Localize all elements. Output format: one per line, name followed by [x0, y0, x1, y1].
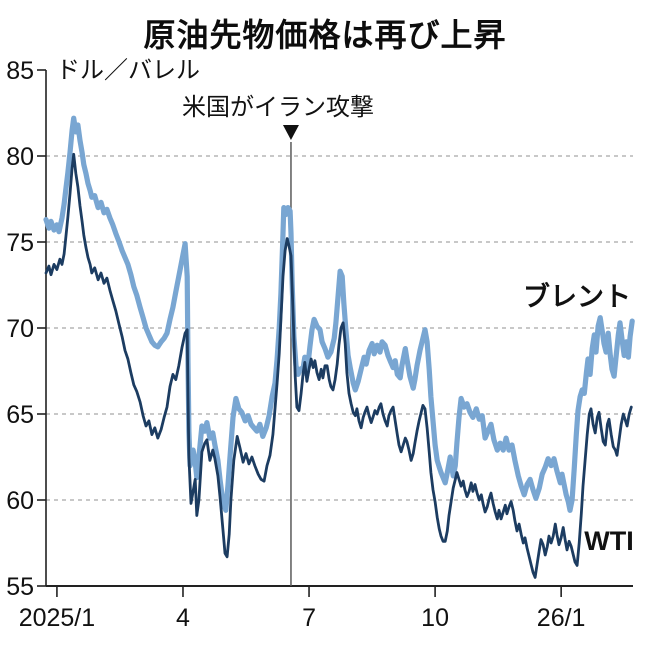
x-tick-label-10: 10	[421, 604, 449, 632]
event-triangle-marker	[282, 125, 299, 140]
y-axis-unit-label: ドル／バレル	[56, 57, 200, 84]
price-series	[43, 115, 635, 579]
axis-labels: 85 80 75 70 65 60 55 2025/1 4 7 10 26/1	[6, 57, 585, 632]
x-tick-label-26/1: 26/1	[537, 604, 586, 632]
y-tick-label-85: 85	[6, 57, 34, 85]
page-title: 原油先物価格は再び上昇	[143, 17, 507, 53]
x-tick-label-2025/1: 2025/1	[19, 604, 95, 632]
y-tick-label-70: 70	[6, 315, 34, 343]
y-tick-label-65: 65	[6, 401, 34, 429]
series-line-brent	[43, 115, 635, 513]
axes	[37, 69, 633, 597]
y-tick-label-60: 60	[6, 487, 34, 515]
x-tick-label-7: 7	[302, 604, 316, 632]
series-label-brent: ブレント	[523, 281, 631, 312]
y-tick-label-75: 75	[6, 229, 34, 257]
y-tick-label-55: 55	[6, 573, 34, 601]
x-tick-label-4: 4	[176, 604, 190, 632]
series-label-wti: WTI	[584, 526, 633, 556]
gridlines	[46, 155, 633, 501]
event-annotation-label: 米国がイラン攻撃	[182, 94, 374, 121]
series-line-wti	[44, 152, 633, 579]
y-tick-label-80: 80	[6, 143, 34, 171]
